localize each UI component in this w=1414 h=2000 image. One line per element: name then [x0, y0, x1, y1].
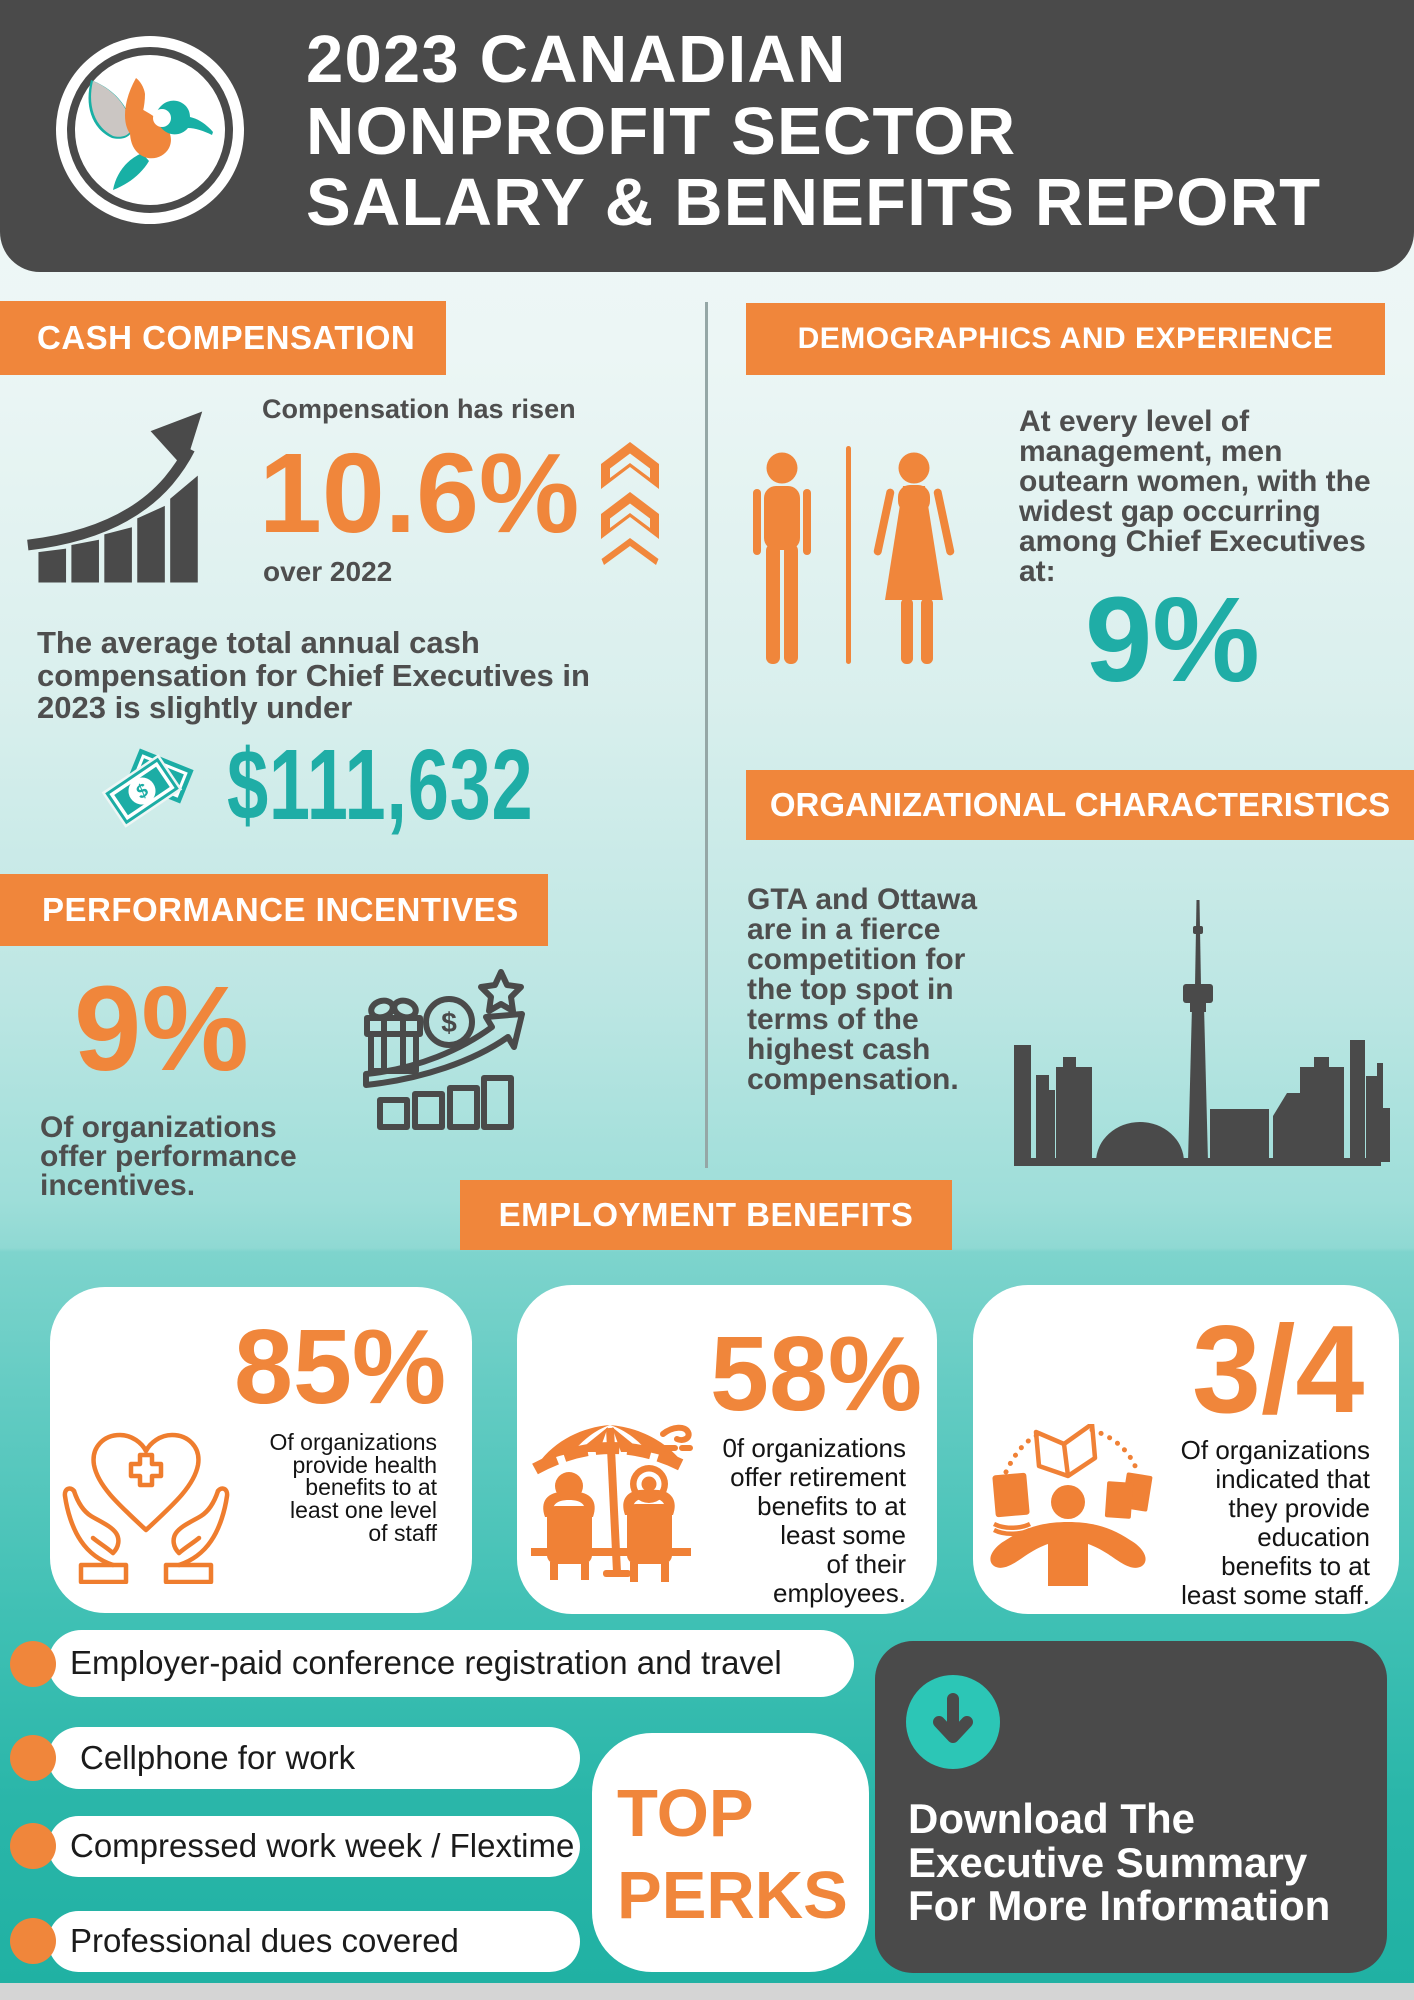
svg-text:$: $	[441, 1007, 457, 1038]
